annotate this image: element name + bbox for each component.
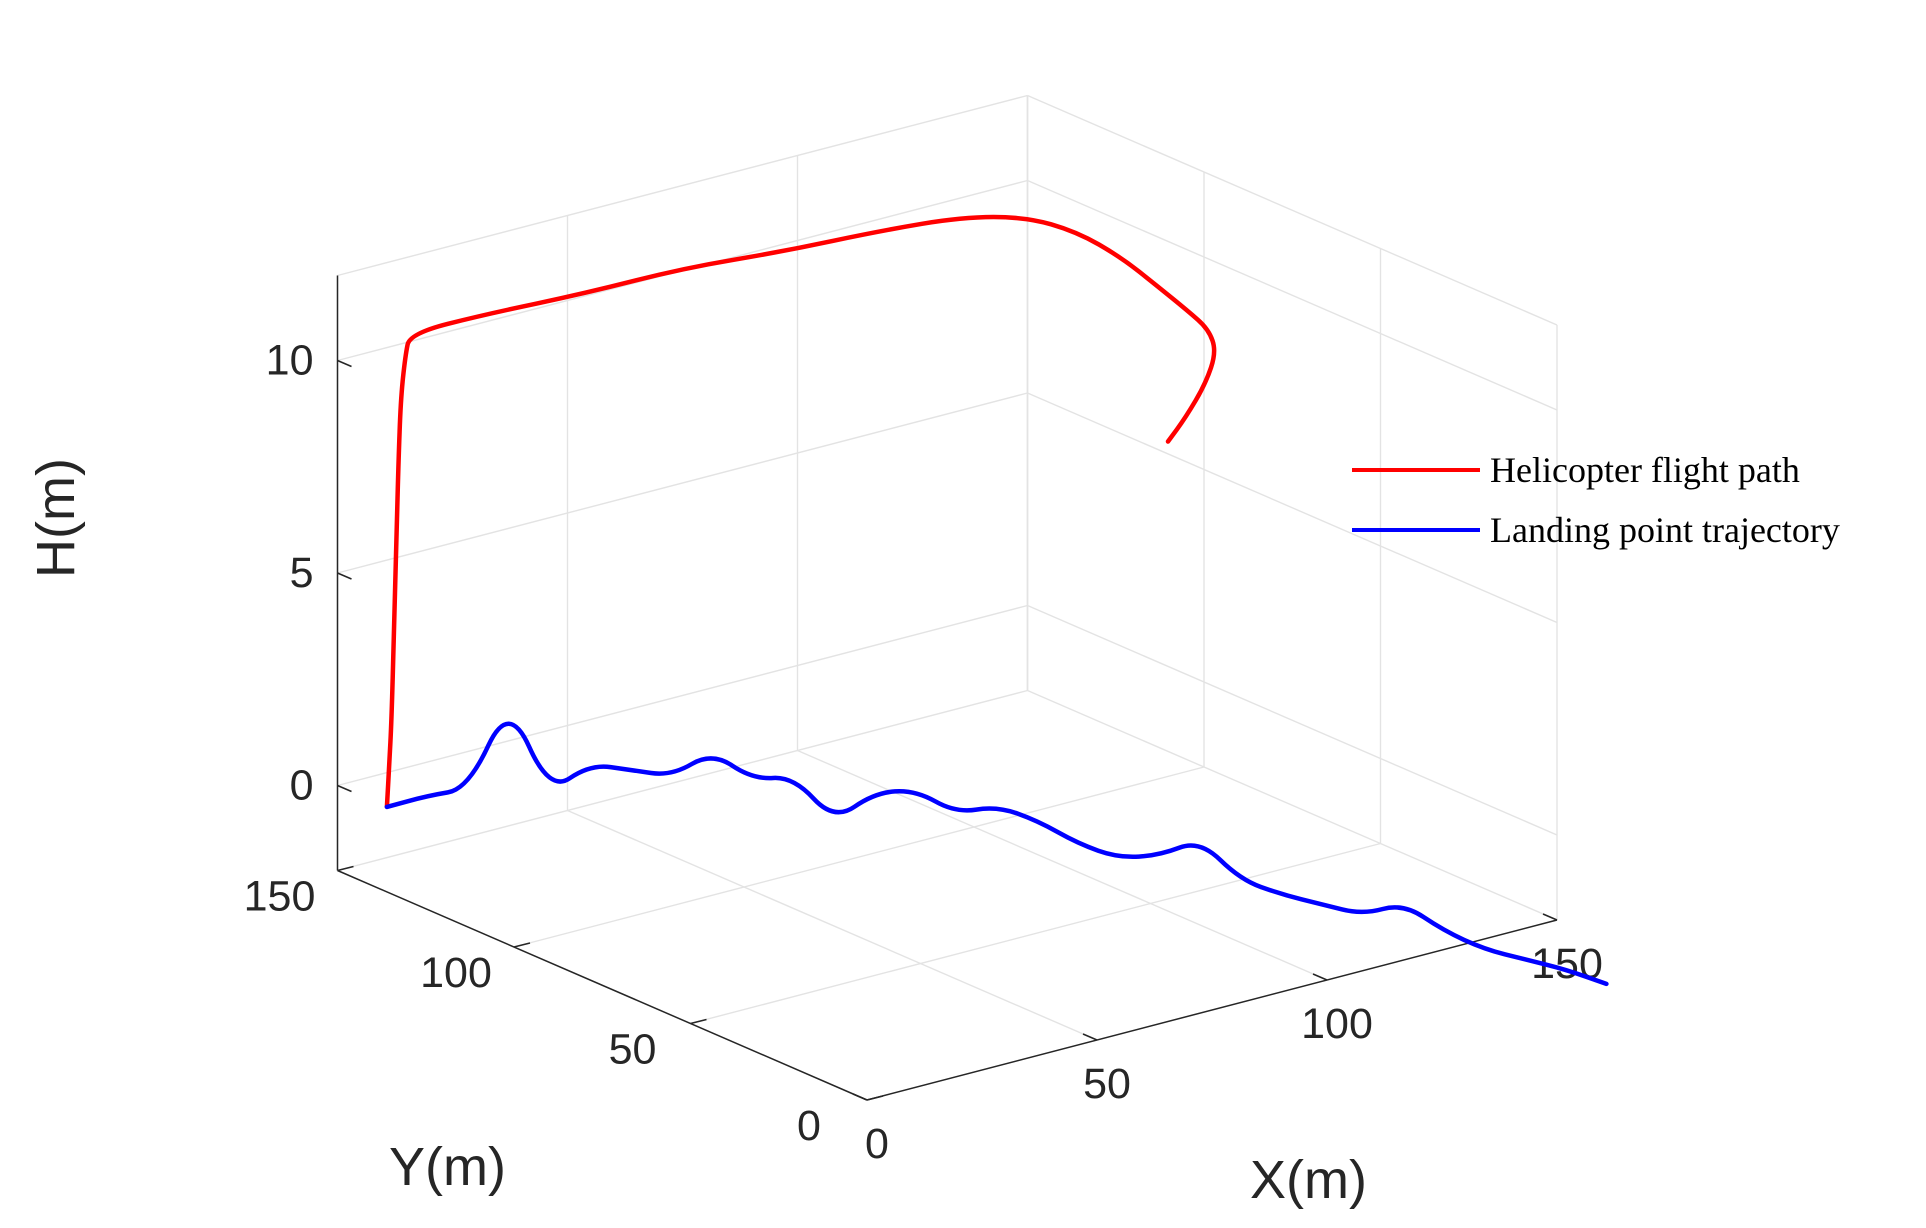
z-tick-label: 10 — [266, 337, 314, 385]
grid-line — [567, 809, 1098, 1041]
legend-label-helicopter: Helicopter flight path — [1490, 450, 1800, 490]
grid-line — [797, 749, 1328, 981]
y-tick-label: 50 — [609, 1026, 657, 1074]
series-line-0 — [384, 214, 1217, 810]
legend: Helicopter flight path Landing point tra… — [1352, 450, 1840, 550]
grid-line — [1027, 94, 1558, 326]
grid-line — [1027, 604, 1558, 836]
y-tick-label: 0 — [797, 1102, 821, 1150]
y-axis-line — [337, 869, 868, 1101]
x-axis-title: X(m) — [1250, 1150, 1367, 1210]
x-tick — [1082, 1033, 1098, 1041]
series-line-1 — [384, 721, 1609, 987]
legend-label-landing: Landing point trajectory — [1490, 510, 1840, 550]
x-tick-label: 50 — [1083, 1060, 1131, 1108]
grid-line — [337, 604, 1028, 787]
grid-line — [513, 766, 1205, 948]
y-tick-label: 150 — [244, 873, 316, 921]
y-axis-title: Y(m) — [389, 1137, 506, 1197]
x-tick — [1542, 913, 1558, 921]
x-tick — [852, 1093, 868, 1101]
grid-line — [690, 842, 1381, 1025]
x-tick-label: 100 — [1301, 1000, 1373, 1048]
grid-line — [337, 392, 1028, 574]
x-axis-line — [866, 919, 1558, 1101]
x-tick-label: 0 — [865, 1120, 889, 1168]
series-lines — [384, 214, 1609, 987]
z-tick — [337, 784, 352, 793]
z-tick — [337, 359, 352, 368]
y-tick — [866, 1095, 884, 1101]
axes — [336, 275, 1558, 1101]
z-tick-label: 0 — [290, 762, 314, 810]
y-tick — [690, 1018, 707, 1025]
z-tick — [337, 572, 352, 580]
grid — [336, 94, 1558, 1101]
grid-line — [1027, 689, 1558, 921]
x-tick — [1312, 973, 1328, 981]
z-axis-title: H(m) — [26, 458, 86, 578]
grid-line — [337, 689, 1028, 872]
grid-line — [1027, 179, 1558, 411]
y-tick — [513, 942, 531, 948]
z-tick-label: 5 — [290, 549, 314, 597]
y-tick — [337, 865, 354, 872]
grid-line — [337, 94, 1028, 277]
grid-line — [1027, 392, 1558, 624]
y-tick-label: 100 — [420, 949, 492, 997]
